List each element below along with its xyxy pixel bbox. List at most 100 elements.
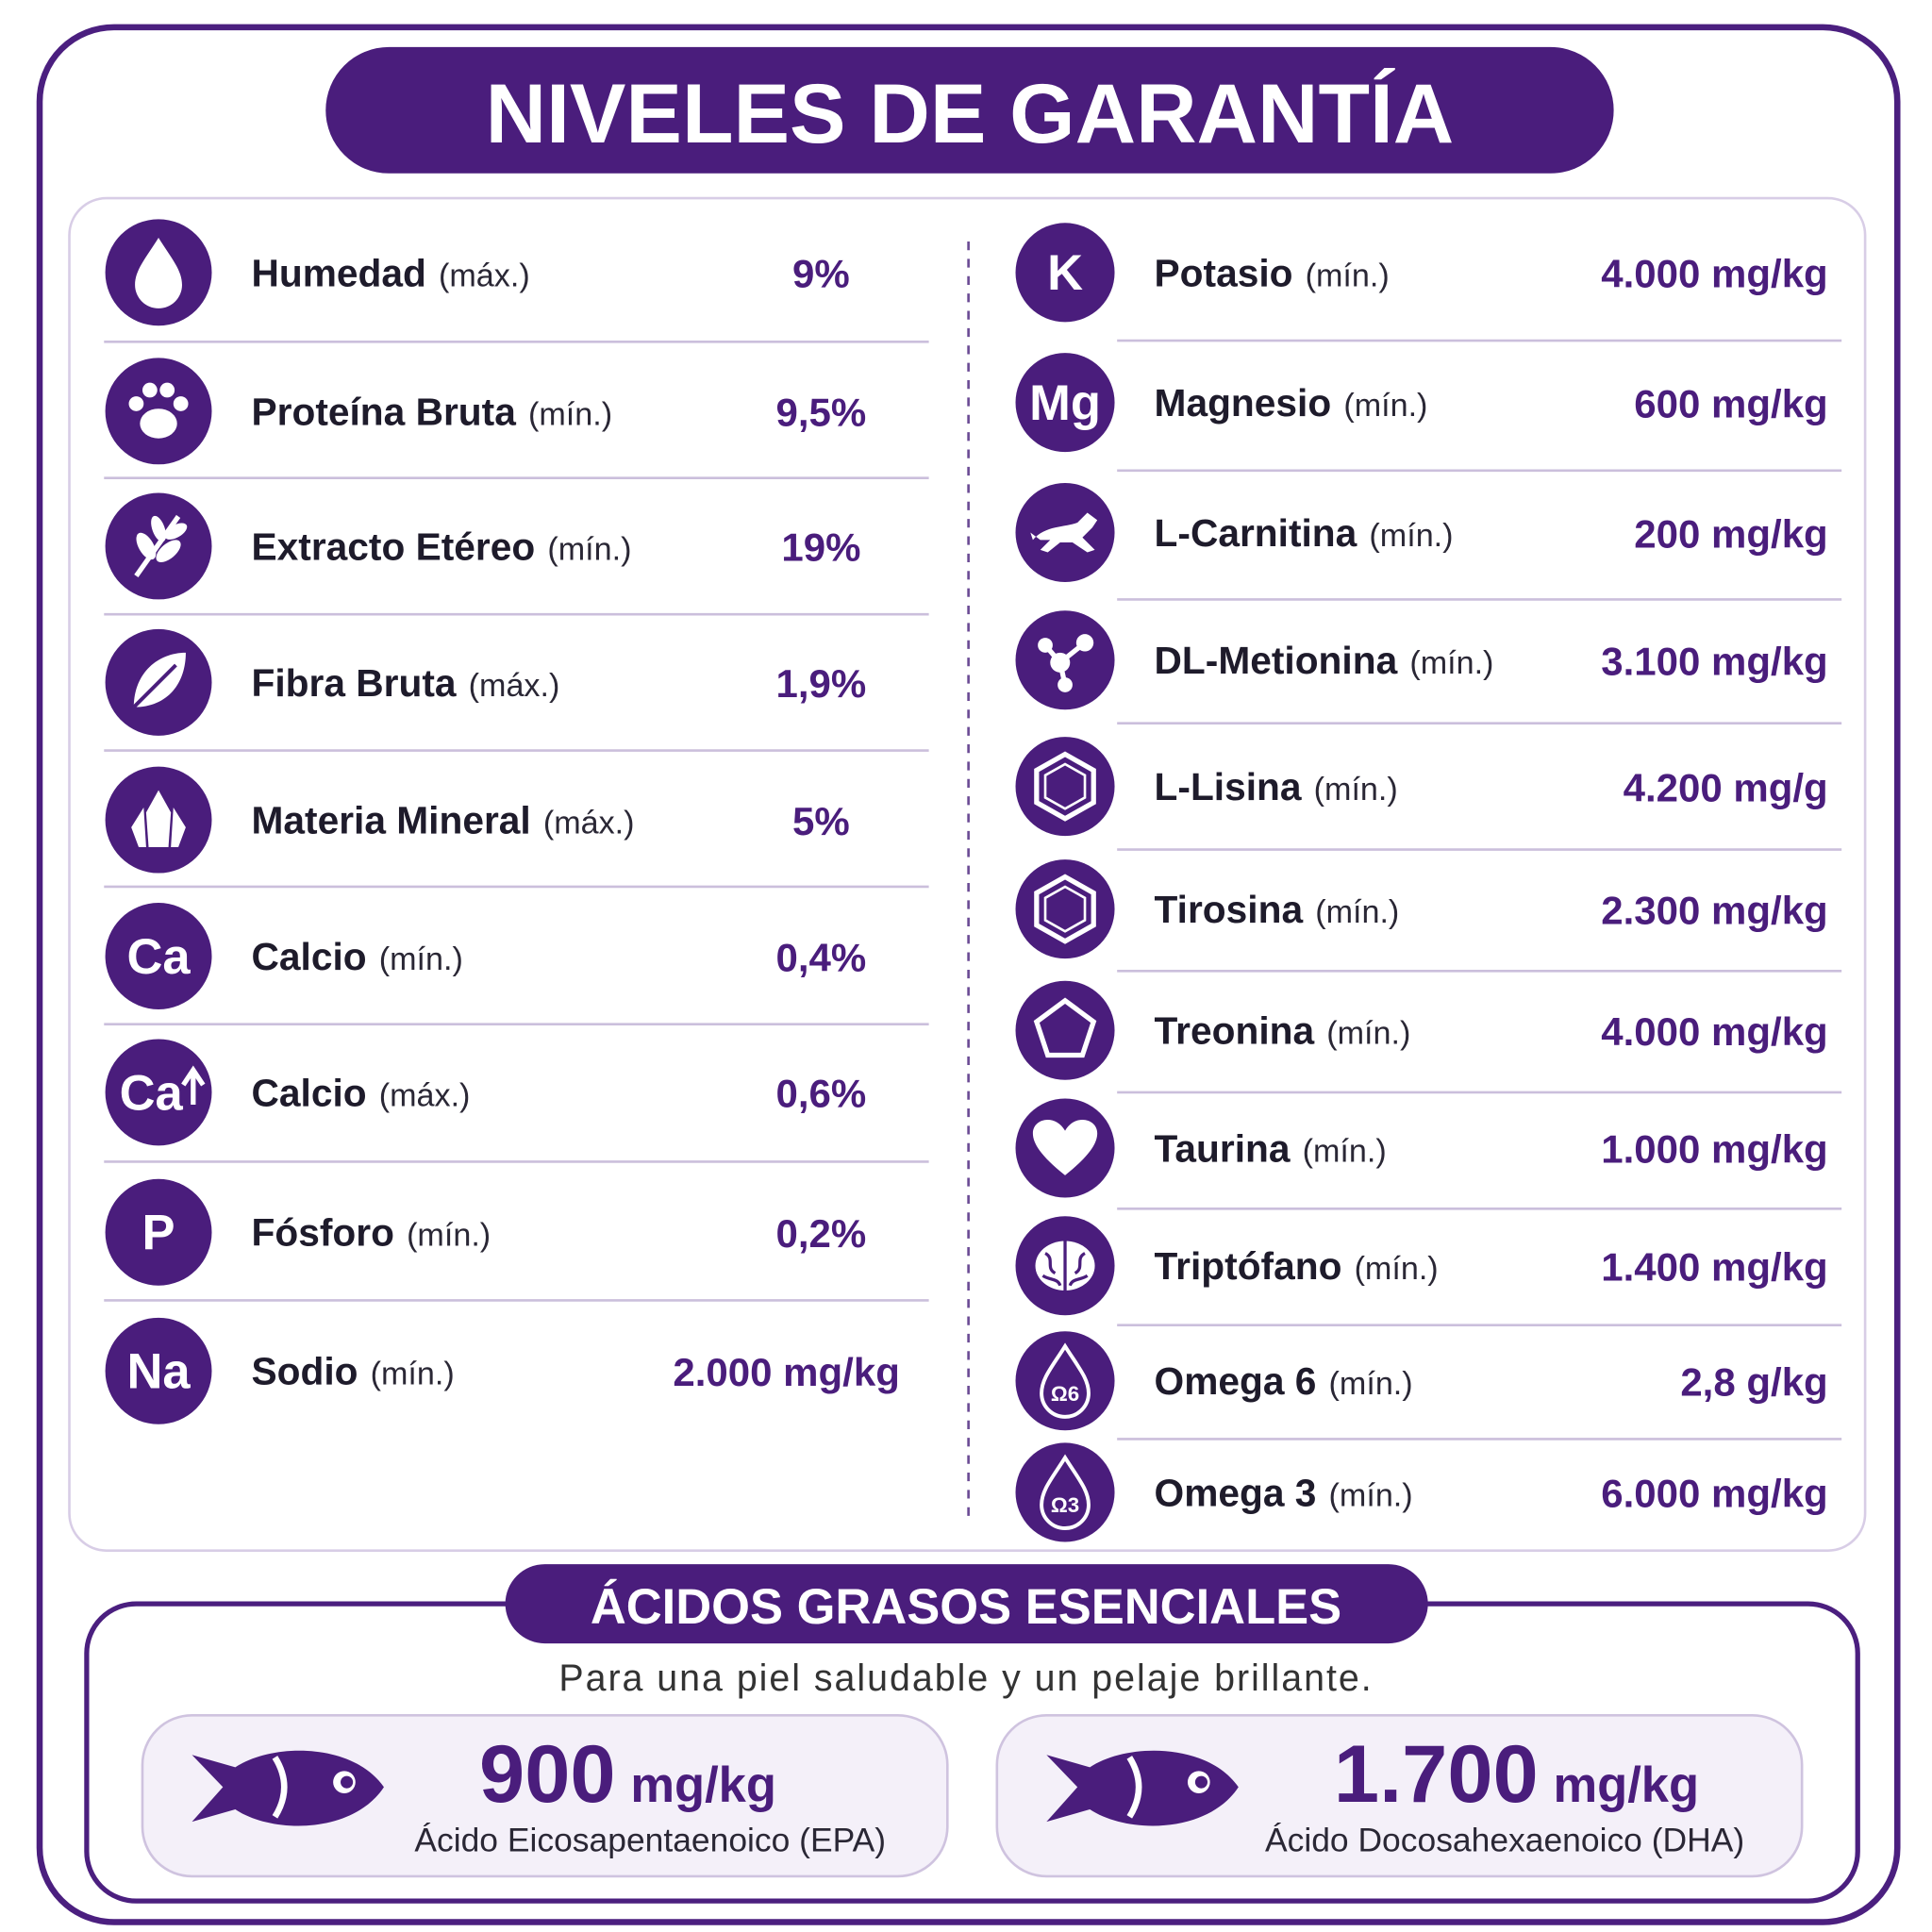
- nutrient-qualifier: (mín.): [1369, 518, 1453, 554]
- icon-label: Na: [126, 1344, 191, 1400]
- nutrient-value: 4.200 mg/g: [1624, 765, 1828, 809]
- icon-glyph: [164, 523, 188, 540]
- nutrient-name: Humedad: [252, 251, 426, 294]
- nutrient-label: Triptófano (mín.): [1155, 1244, 1439, 1288]
- icon-label: Ca: [120, 1065, 184, 1121]
- icon-glyph: [128, 396, 144, 411]
- icon-glyph: [1040, 1454, 1091, 1530]
- nutrient-row: Ω6 Omega 6 (mín.) 2,8 g/kg: [1015, 1331, 1828, 1431]
- nutrient-label: L-Lisina (mín.): [1155, 765, 1398, 808]
- nutrient-name: Potasio: [1155, 251, 1293, 294]
- icon-glyph: [272, 1756, 288, 1819]
- nutrient-qualifier: (máx.): [469, 668, 560, 704]
- card-value: 900: [479, 1729, 616, 1820]
- nutrient-name: Omega 6: [1155, 1359, 1317, 1403]
- icon: [134, 514, 188, 577]
- nutrient-value: 2,8 g/kg: [1680, 1360, 1827, 1405]
- fish-icon: [1046, 1750, 1239, 1826]
- icon-circle: [1015, 223, 1115, 323]
- nutrient-value: 4.000 mg/kg: [1601, 1009, 1827, 1054]
- nutrient-name: Taurina: [1155, 1126, 1291, 1170]
- nutrient-row: Treonina (mín.) 4.000 mg/kg: [1015, 980, 1828, 1080]
- nutrient-value: 1.000 mg/kg: [1601, 1127, 1827, 1172]
- nutrient-value: 9,5%: [776, 391, 867, 435]
- nutrient-qualifier: (mín.): [1315, 894, 1399, 930]
- icon-glyph: [132, 663, 177, 709]
- nutrient-qualifier: (mín.): [1326, 1016, 1410, 1052]
- nutrient-row: Taurina (mín.) 1.000 mg/kg: [1015, 1098, 1828, 1198]
- icon: [1035, 1241, 1095, 1291]
- nutrient-value: 0,2%: [776, 1211, 867, 1256]
- icon: [1033, 997, 1097, 1058]
- icon-label: Mg: [1029, 375, 1101, 431]
- icon-glyph: [156, 540, 181, 562]
- nutrient-value: 9%: [792, 252, 850, 296]
- nutrient-row: Proteína Bruta (mín.) 9,5%: [105, 358, 867, 465]
- nutrient-name: Proteína Bruta: [252, 390, 517, 433]
- icon-glyph: [1032, 1119, 1098, 1175]
- nutrient-qualifier: (mín.): [1409, 645, 1493, 681]
- icon-glyph: [1058, 677, 1073, 692]
- icon-glyph: [136, 532, 157, 560]
- nutrient-qualifier: (mín.): [1329, 1477, 1413, 1513]
- icon: [1034, 874, 1096, 944]
- nutrient-qualifier: (mín.): [1343, 388, 1427, 424]
- nutrient-qualifier: (mín.): [1355, 1251, 1439, 1287]
- nutrient-value: 200 mg/kg: [1634, 511, 1827, 556]
- nutrient-qualifier: (mín.): [407, 1218, 491, 1254]
- nutrient-label: Tirosina (mín.): [1155, 888, 1400, 931]
- nutrient-row: L-Carnitina (mín.) 200 mg/kg: [1015, 483, 1828, 583]
- icon-glyph: [1033, 997, 1097, 1058]
- nutrient-label: Proteína Bruta (mín.): [252, 390, 613, 433]
- icon: [1034, 751, 1096, 822]
- title: NIVELES DE GARANTÍA: [486, 66, 1455, 160]
- icon-glyph: [159, 382, 175, 398]
- nutrient-row: Triptófano (mín.) 1.400 mg/kg: [1015, 1216, 1828, 1316]
- icon: Ω6: [1040, 1342, 1091, 1419]
- icon-circle: [1015, 1442, 1115, 1542]
- nutrient-label: Omega 3 (mín.): [1155, 1471, 1413, 1514]
- icon-glyph: [135, 238, 182, 308]
- nutrient-label: Humedad (máx.): [252, 251, 530, 294]
- nutrient-qualifier: (mín.): [379, 941, 463, 977]
- nutrient-label: Magnesio (mín.): [1155, 381, 1428, 425]
- card-name: Ácido Docosahexaenoico (DHA): [1265, 1822, 1744, 1859]
- nutrient-label: Materia Mineral (máx.): [252, 799, 635, 842]
- icon-glyph: [171, 807, 186, 847]
- nutrient-value: 1,9%: [776, 661, 867, 706]
- nutrient-name: Omega 3: [1155, 1471, 1317, 1514]
- icon: [1038, 634, 1094, 692]
- nutrient-label: Calcio (máx.): [252, 1071, 471, 1114]
- icon-glyph: [151, 515, 166, 542]
- icon-label: P: [142, 1206, 175, 1261]
- fish-icon: [192, 1750, 384, 1826]
- icon-circle: [1015, 980, 1115, 1080]
- nutrient-qualifier: (mín.): [1314, 772, 1398, 808]
- nutrient-row: L-Lisina (mín.) 4.200 mg/g: [1015, 737, 1828, 837]
- icon-label: Ω3: [1051, 1493, 1079, 1517]
- nutrient-qualifier: (máx.): [379, 1077, 471, 1113]
- nutrient-row: Extracto Etéreo (mín.) 19%: [105, 492, 860, 600]
- icon-glyph: [1034, 751, 1096, 822]
- nutrient-value: 2.300 mg/kg: [1601, 888, 1827, 932]
- nutrient-value: 1.400 mg/kg: [1601, 1244, 1827, 1289]
- icon: [128, 382, 189, 439]
- icon: Ca: [126, 929, 191, 985]
- nutrient-qualifier: (máx.): [439, 258, 530, 293]
- nutrient-value: 3.100 mg/kg: [1601, 639, 1827, 683]
- card-bg: [141, 1713, 949, 1878]
- nutrient-value: 6.000 mg/kg: [1601, 1472, 1827, 1516]
- nutrient-value: 5%: [792, 799, 850, 843]
- nutrient-row: P Fósforo (mín.) 0,2%: [105, 1178, 867, 1286]
- nutrient-name: Fibra Bruta: [252, 661, 457, 705]
- icon-glyph: [1043, 885, 1087, 933]
- nutrient-label: Fósforo (mín.): [252, 1211, 491, 1255]
- card-amount: 900 mg/kg: [479, 1729, 776, 1820]
- nutrient-value: 0,6%: [776, 1072, 867, 1116]
- nutrient-qualifier: (mín.): [1306, 258, 1390, 293]
- nutrient-qualifier: (mín.): [547, 531, 631, 567]
- icon-glyph: [131, 807, 146, 847]
- rows: Humedad (máx.) 9% Proteína Bruta (mín.) 9,5% E…: [104, 219, 1842, 1878]
- nutrient-qualifier: (mín.): [1329, 1366, 1413, 1402]
